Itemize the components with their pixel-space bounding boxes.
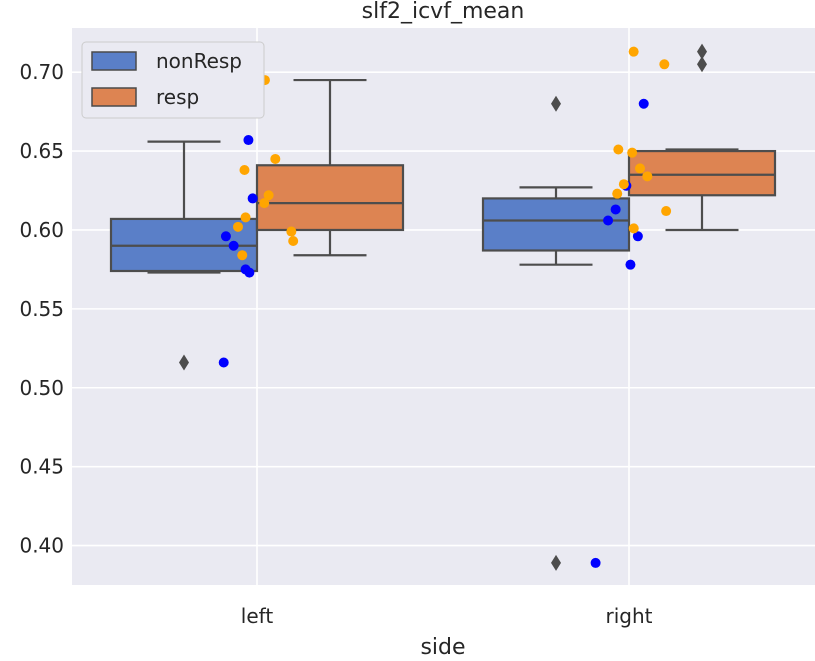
outlier-marker [551, 95, 561, 112]
data-point-nonResp [638, 98, 649, 109]
boxes [109, 43, 777, 571]
legend-swatch-resp [91, 87, 137, 107]
y-tick-labels: 0.40 0.45 0.50 0.55 0.60 0.65 0.70 [19, 60, 64, 557]
data-point-resp [286, 226, 297, 237]
data-point-nonResp [218, 357, 229, 368]
data-point-nonResp [632, 231, 643, 242]
outlier-marker [179, 354, 189, 371]
data-point-resp [627, 147, 638, 158]
y-tick-label: 0.65 [19, 139, 64, 163]
data-point-resp [288, 236, 299, 247]
data-point-resp [659, 59, 670, 70]
x-axis-title: side [420, 635, 465, 660]
box-resp-left [255, 78, 405, 257]
data-point-resp [612, 188, 623, 199]
box-body [255, 164, 405, 232]
data-point-nonResp [610, 204, 621, 215]
data-point-nonResp [220, 231, 231, 242]
data-point-resp [613, 144, 624, 155]
box-nonResp-right [481, 95, 631, 571]
box-body [481, 197, 631, 252]
legend-label-nonresp: nonResp [156, 49, 242, 73]
data-point-nonResp [228, 240, 239, 251]
legend-label-resp: resp [156, 85, 199, 109]
y-tick-label: 0.45 [19, 455, 64, 479]
x-tick-label: left [241, 604, 274, 628]
data-point-nonResp [243, 135, 254, 146]
data-point-resp [259, 198, 270, 209]
data-point-resp [240, 212, 251, 223]
legend-swatch-nonresp [91, 51, 137, 71]
data-point-nonResp [244, 267, 255, 278]
data-point-nonResp [625, 259, 636, 270]
data-point-resp [239, 165, 250, 176]
data-point-resp [661, 206, 672, 217]
box-body [627, 149, 777, 197]
y-tick-label: 0.60 [19, 218, 64, 242]
data-point-resp [628, 46, 639, 57]
gridlines [72, 28, 815, 585]
box-resp-right [627, 43, 777, 232]
data-point-resp [233, 221, 244, 232]
outlier-marker [551, 554, 561, 571]
x-tick-label: right [606, 604, 653, 628]
data-point-resp [618, 179, 629, 190]
legend: nonResp resp [81, 41, 265, 119]
data-point-resp [635, 163, 646, 174]
data-point-resp [642, 171, 653, 182]
y-tick-label: 0.50 [19, 376, 64, 400]
plot-background [72, 28, 815, 585]
box-nonResp-left [109, 140, 259, 371]
data-point-nonResp [247, 193, 258, 204]
y-tick-label: 0.40 [19, 534, 64, 558]
data-point-resp [270, 153, 281, 164]
x-tick-labels: left right [241, 604, 653, 628]
outlier-marker [697, 43, 707, 60]
data-point-resp [237, 250, 248, 261]
data-point-resp [628, 223, 639, 234]
y-tick-label: 0.70 [19, 60, 64, 84]
outlier-marker [697, 56, 707, 73]
data-point-nonResp [603, 215, 614, 226]
chart-title: slf2_icvf_mean [362, 0, 525, 24]
data-point-nonResp [590, 557, 601, 568]
data-point-resp [263, 190, 274, 201]
y-tick-label: 0.55 [19, 297, 64, 321]
